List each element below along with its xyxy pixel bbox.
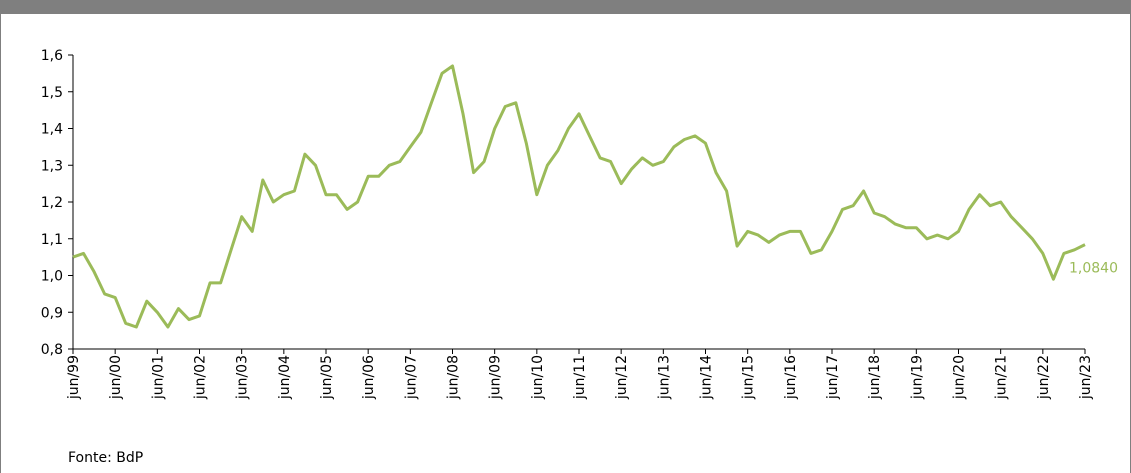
x-tick-label: jun/12 — [614, 355, 630, 400]
x-tick-label: jun/01 — [150, 355, 166, 400]
y-tick-label: 1,2 — [41, 195, 63, 211]
x-tick-label: jun/20 — [952, 355, 968, 400]
x-tick-label: jun/99 — [66, 355, 82, 400]
y-tick-label: 1,3 — [41, 158, 63, 174]
header-bar — [0, 0, 1131, 14]
x-tick-label: jun/02 — [193, 355, 209, 400]
x-tick-label: jun/13 — [656, 355, 672, 400]
x-tick-label: jun/04 — [277, 355, 293, 400]
y-tick-label: 0,8 — [41, 342, 63, 358]
x-tick-label: jun/19 — [909, 355, 925, 400]
y-tick-label: 1,0 — [41, 269, 63, 285]
series-line — [72, 64, 1086, 329]
x-tick-label: jun/18 — [867, 355, 883, 400]
x-tick-label: jun/17 — [825, 355, 841, 400]
x-tick-label: jun/16 — [783, 355, 799, 400]
x-tick-label: jun/23 — [1078, 355, 1094, 400]
x-tick-label: jun/07 — [403, 355, 419, 400]
value-label: 1,0840 — [1069, 261, 1118, 277]
source-note: Fonte: BdP — [68, 450, 143, 466]
y-tick-label: 0,9 — [41, 305, 63, 321]
x-tick-label: jun/21 — [994, 355, 1010, 400]
x-tick-label: jun/06 — [361, 355, 377, 400]
y-tick-label: 1,1 — [41, 232, 63, 248]
y-tick-label: 1,4 — [41, 122, 63, 138]
x-tick-label: jun/09 — [488, 355, 504, 400]
x-tick-label: jun/03 — [235, 355, 251, 400]
x-tick-label: jun/15 — [741, 355, 757, 400]
y-tick-label: 1,6 — [41, 48, 63, 64]
x-tick-label: jun/05 — [319, 355, 335, 400]
x-tick-label: jun/22 — [1036, 355, 1052, 400]
y-tick-label: 1,5 — [41, 85, 63, 101]
x-tick-label: jun/00 — [108, 355, 124, 400]
x-tick-label: jun/10 — [530, 355, 546, 400]
x-tick-label: jun/08 — [446, 355, 462, 400]
x-tick-label: jun/11 — [572, 355, 588, 400]
x-tick-label: jun/14 — [699, 355, 715, 400]
